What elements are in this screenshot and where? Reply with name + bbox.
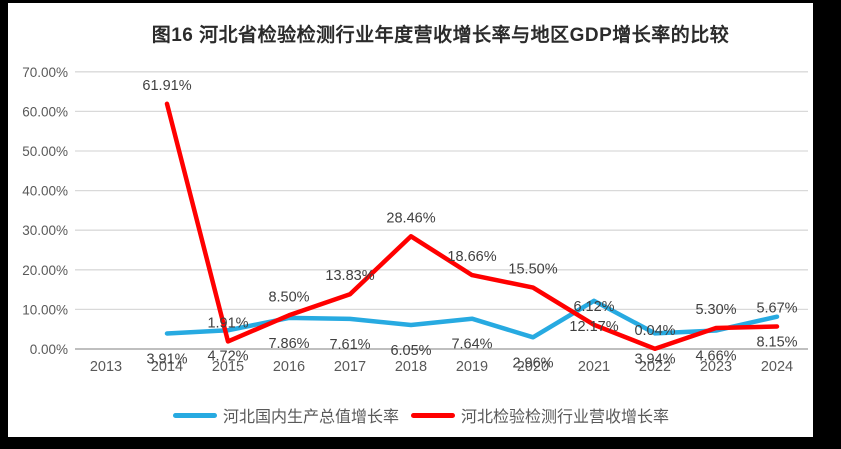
revenue-data-label: 6.12% <box>573 299 614 315</box>
revenue-data-label: 0.04% <box>634 323 675 339</box>
legend: 河北国内生产总值增长率 河北检验检测行业营收增长率 <box>173 403 669 427</box>
gdp-data-label: 12.17% <box>569 319 618 335</box>
chart-canvas: 图16 河北省检验检测行业年度营收增长率与地区GDP增长率的比较 0.00% 10… <box>8 3 813 437</box>
y-axis-tick-label: 70.00% <box>22 65 68 80</box>
revenue-data-label: 1.91% <box>207 315 248 331</box>
revenue-data-label: 28.46% <box>386 210 435 226</box>
gdp-data-label: 7.64% <box>451 337 492 353</box>
y-axis-tick-label: 60.00% <box>22 104 68 119</box>
x-axis-tick-label: 2014 <box>151 359 183 375</box>
legend-line-swatch-revenue-icon <box>411 412 456 418</box>
gdp-data-label: 2.96% <box>512 355 553 371</box>
gdp-data-label: 3.94% <box>634 351 675 367</box>
x-axis-tick-label: 2022 <box>639 359 671 375</box>
y-axis-tick-label: 10.00% <box>22 302 68 317</box>
chart-title: 图16 河北省检验检测行业年度营收增长率与地区GDP增长率的比较 <box>151 25 730 46</box>
gdp-data-label: 8.15% <box>756 335 797 351</box>
x-axis-tick-label: 2013 <box>90 359 122 375</box>
gdp-data-label: 6.05% <box>390 343 431 359</box>
legend-label-gdp: 河北国内生产总值增长率 <box>223 409 400 426</box>
revenue-data-label: 5.30% <box>695 302 736 318</box>
x-axis-tick-label: 2023 <box>700 359 732 375</box>
revenue-data-label: 61.91% <box>142 78 191 94</box>
gdp-data-label: 4.66% <box>695 349 736 365</box>
x-axis-tick-label: 2016 <box>273 359 305 375</box>
x-axis-tick-label: 2021 <box>578 359 610 375</box>
y-axis-tick-label: 50.00% <box>22 144 68 159</box>
y-axis-tick-label: 40.00% <box>22 184 68 199</box>
x-axis-tick-label: 2017 <box>334 359 366 375</box>
x-axis-tick-label: 2024 <box>761 359 793 375</box>
legend-label-revenue: 河北检验检测行业营收增长率 <box>461 409 670 426</box>
x-axis-tick-label: 2018 <box>395 359 427 375</box>
legend-line-swatch-gdp-icon <box>173 412 217 418</box>
plot-area: 0.00% 10.00% 20.00% 30.00% 40.00% 50.00% 60.00… <box>22 65 808 375</box>
revenue-data-label: 8.50% <box>268 289 309 305</box>
gdp-data-label: 4.72% <box>207 348 248 364</box>
x-axis-tick-label: 2020 <box>517 359 549 375</box>
gdp-data-label: 3.91% <box>146 352 187 368</box>
gdp-growth-line <box>164 298 780 340</box>
x-axis-tick-label: 2015 <box>212 359 244 375</box>
revenue-data-label: 18.66% <box>447 249 496 265</box>
revenue-data-label: 15.50% <box>508 262 557 278</box>
revenue-data-label: 5.67% <box>756 301 797 317</box>
x-axis-tick-label: 2019 <box>456 359 488 375</box>
y-axis-tick-label: 0.00% <box>30 342 68 357</box>
y-axis-tick-label: 30.00% <box>22 223 68 238</box>
revenue-data-label: 13.83% <box>325 268 374 284</box>
gdp-data-label: 7.61% <box>329 337 370 353</box>
y-axis-tick-label: 20.00% <box>22 263 68 278</box>
gdp-data-label: 7.86% <box>268 336 309 352</box>
revenue-growth-line <box>164 101 780 352</box>
